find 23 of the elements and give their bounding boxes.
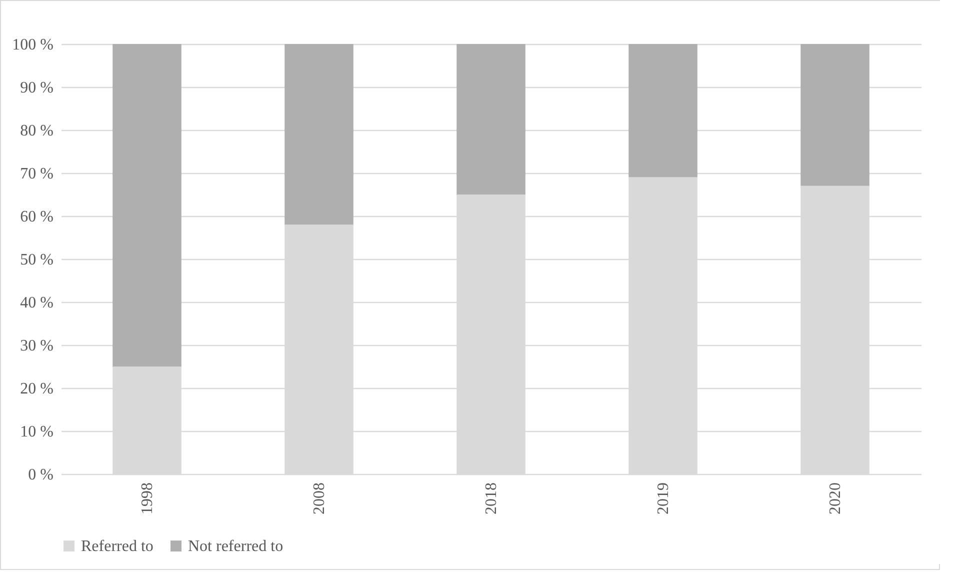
x-tick-label: 2019 (655, 482, 672, 514)
bar (456, 44, 526, 194)
bar (628, 44, 698, 178)
bar (800, 44, 870, 186)
y-tick-label: 60 % (20, 208, 54, 226)
y-tick-label: 90 % (20, 80, 54, 96)
x-tick-label: 1998 (139, 482, 156, 514)
bar (112, 44, 182, 366)
y-tick-label: 40 % (20, 294, 54, 312)
x-tick-label: 2020 (827, 482, 844, 514)
y-tick-label: 80 % (20, 122, 54, 140)
y-tick-label: 50 % (20, 252, 54, 268)
y-tick-label: 0 % (28, 466, 54, 484)
bar (284, 44, 354, 225)
x-tick-label: 2018 (483, 482, 500, 514)
y-tick-label: 10 % (20, 424, 54, 440)
x-tick-label: 2008 (311, 482, 328, 514)
y-tick-label: 100 % (12, 36, 54, 54)
y-tick-label: 70 % (20, 166, 54, 182)
y-tick-label: 30 % (20, 338, 54, 354)
legend-label: Referred to (81, 538, 154, 555)
legend-label: Not referred to (188, 538, 284, 555)
y-tick-label: 20 % (20, 380, 54, 398)
